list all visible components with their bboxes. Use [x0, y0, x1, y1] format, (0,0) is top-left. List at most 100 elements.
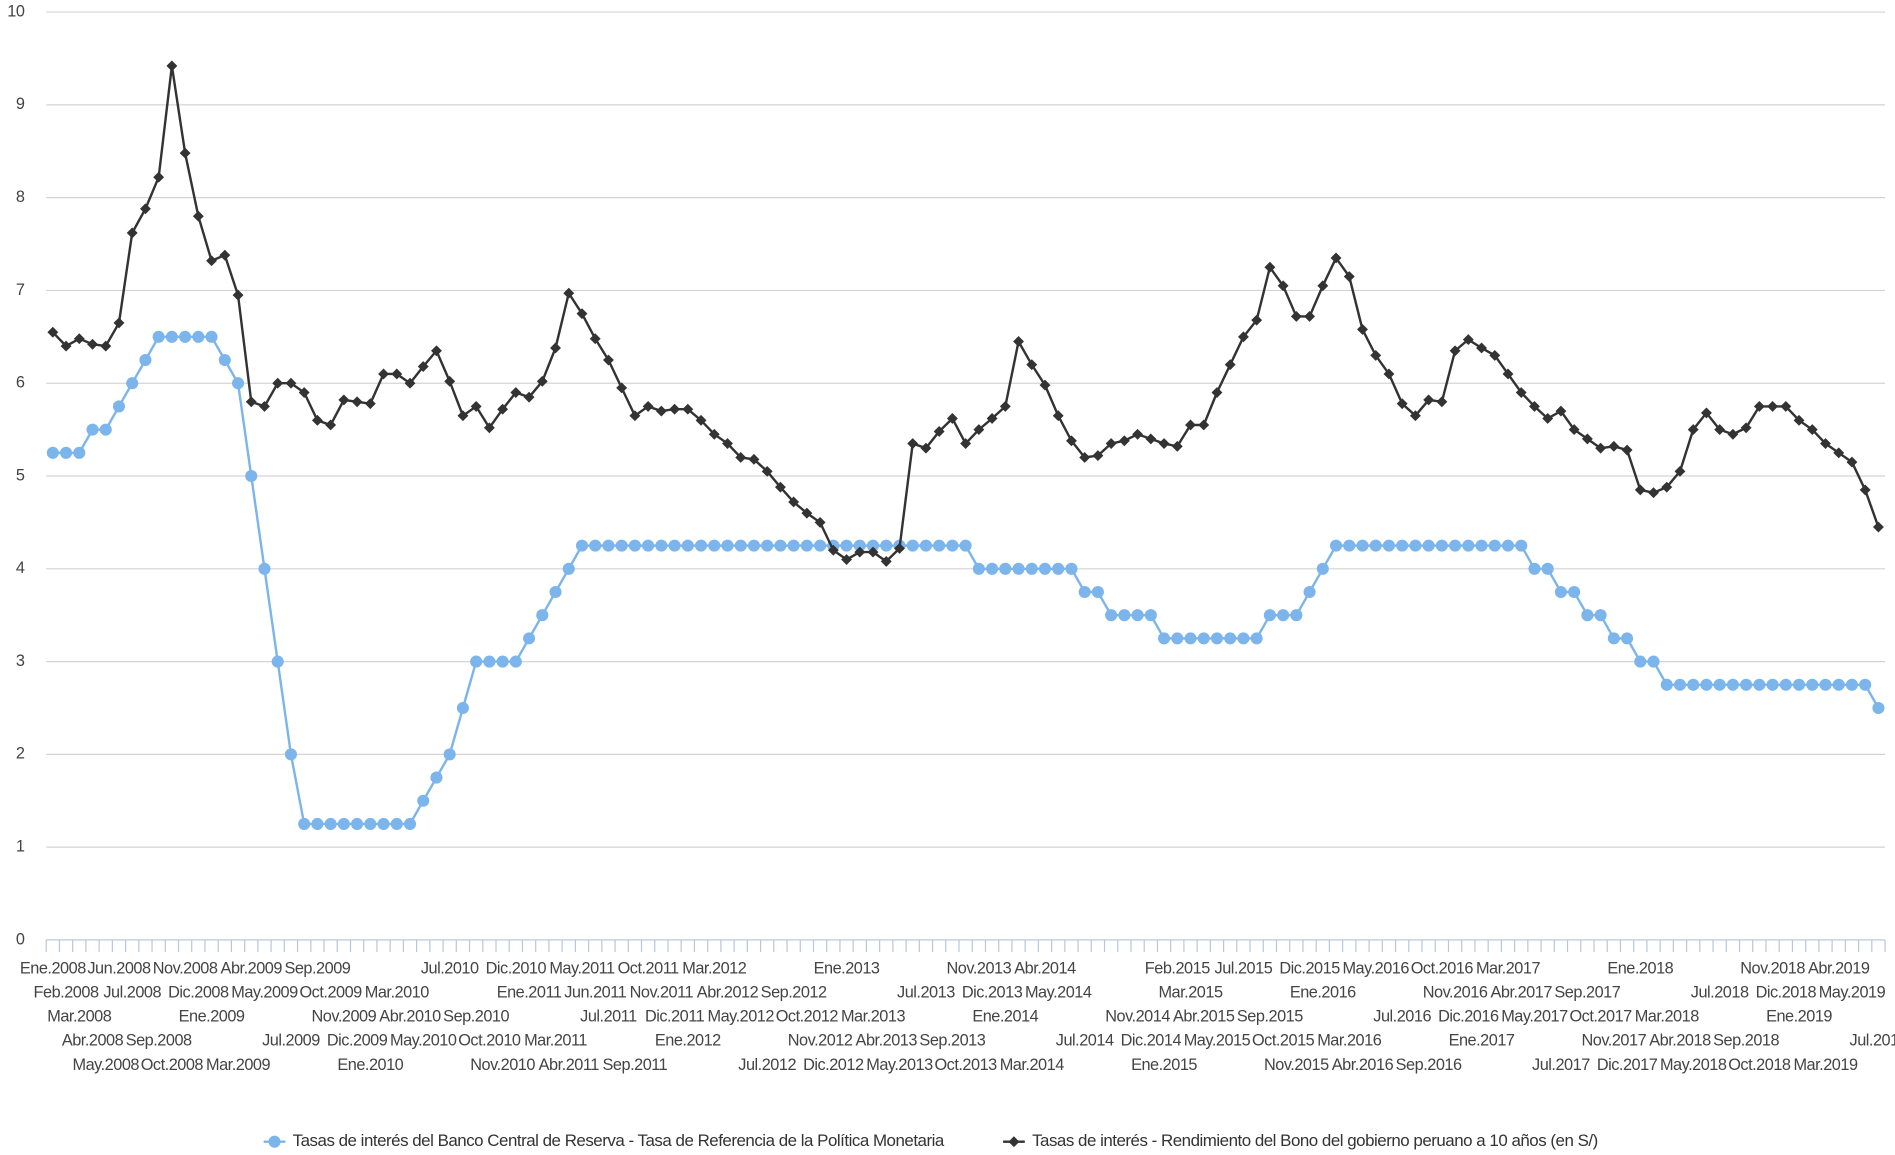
- data-point: [1634, 484, 1646, 496]
- x-tick-label: Ene.2014: [972, 1008, 1038, 1026]
- x-tick-label: May.2012: [707, 1008, 774, 1026]
- data-point: [60, 340, 72, 352]
- x-tick-label: Abr.2008: [62, 1032, 124, 1050]
- data-point: [219, 249, 231, 261]
- data-point: [1092, 450, 1104, 462]
- data-point: [456, 701, 469, 715]
- data-point: [550, 342, 561, 354]
- data-point: [1091, 585, 1104, 599]
- data-point: [443, 748, 456, 761]
- data-point: [1065, 562, 1078, 575]
- data-point: [853, 539, 866, 552]
- data-point: [1105, 438, 1117, 449]
- x-tick-label: Nov.2009: [312, 1008, 377, 1026]
- data-point: [1859, 484, 1871, 496]
- data-point: [1039, 379, 1051, 391]
- data-point: [1263, 609, 1276, 622]
- data-point: [1488, 539, 1501, 552]
- x-tick-label: Jul.2012: [738, 1056, 796, 1074]
- x-tick-label: Jul.2009: [262, 1032, 320, 1050]
- x-tick-label: Dic.2018: [1756, 983, 1817, 1001]
- x-tick-label: Dic.2016: [1438, 1008, 1499, 1026]
- data-point: [1449, 345, 1461, 357]
- data-point: [1687, 424, 1699, 436]
- data-point: [1304, 310, 1316, 322]
- data-point: [602, 539, 615, 552]
- x-tick-label: Abr.2014: [1014, 959, 1076, 977]
- x-tick-label: Mar.2014: [1000, 1056, 1065, 1074]
- x-tick-label: Mar.2011: [524, 1032, 587, 1050]
- data-point: [205, 330, 218, 343]
- data-point: [483, 655, 496, 668]
- data-point: [972, 562, 985, 575]
- x-tick-label: May.2008: [72, 1056, 139, 1074]
- data-point: [1105, 609, 1118, 622]
- data-point: [1224, 359, 1236, 371]
- data-point: [1793, 678, 1806, 691]
- data-point: [1370, 349, 1382, 361]
- data-point: [655, 539, 668, 552]
- x-tick-label: Ene.2009: [179, 1008, 245, 1026]
- x-tick-label: May.2018: [1660, 1056, 1727, 1074]
- data-point: [364, 817, 377, 831]
- x-tick-label: May.2010: [390, 1032, 457, 1050]
- data-point: [761, 539, 774, 552]
- data-point: [1316, 562, 1329, 575]
- x-tick-label: Dic.2010: [486, 959, 547, 977]
- data-point: [761, 465, 773, 477]
- data-point: [1581, 433, 1593, 445]
- data-point: [1224, 632, 1237, 645]
- data-point: [695, 539, 708, 552]
- data-point: [1608, 440, 1620, 452]
- x-tick-label: Oct.2010: [458, 1032, 521, 1050]
- data-point: [1026, 359, 1038, 371]
- x-tick-label: Sep.2016: [1396, 1056, 1462, 1074]
- data-point: [497, 403, 509, 415]
- data-point: [285, 377, 297, 389]
- x-tick-label: Dic.2008: [168, 983, 229, 1001]
- data-point: [1780, 400, 1792, 412]
- data-point: [112, 400, 126, 413]
- x-tick-label: Oct.2015: [1252, 1032, 1315, 1050]
- y-tick-label: 2: [16, 745, 25, 763]
- x-tick-label: Oct.2008: [141, 1056, 204, 1074]
- legend-label: Tasas de interés del Banco Central de Re…: [293, 1131, 945, 1150]
- data-point: [721, 539, 734, 552]
- data-point: [840, 539, 853, 552]
- data-point: [1674, 465, 1686, 477]
- data-point: [1171, 440, 1183, 452]
- data-point: [1542, 413, 1554, 424]
- data-point: [324, 817, 337, 831]
- data-point: [562, 562, 575, 575]
- data-point: [1475, 539, 1488, 552]
- data-point: [1118, 435, 1130, 447]
- x-tick-label: Nov.2017: [1581, 1032, 1646, 1050]
- x-tick-label: May.2011: [549, 959, 615, 977]
- data-point: [391, 368, 403, 380]
- data-point: [999, 400, 1011, 412]
- data-point: [576, 308, 588, 320]
- data-point: [259, 400, 270, 412]
- data-point: [1052, 410, 1064, 422]
- data-point: [311, 414, 323, 426]
- data-point: [1078, 585, 1091, 599]
- data-point: [232, 289, 244, 301]
- x-tick-label: Jul.2016: [1373, 1008, 1431, 1026]
- data-point: [126, 227, 138, 239]
- x-tick-label: Sep.2018: [1713, 1032, 1779, 1050]
- x-tick-label: Nov.2012: [788, 1032, 853, 1050]
- data-point: [390, 817, 403, 831]
- data-point: [1185, 419, 1196, 431]
- data-point: [734, 539, 747, 552]
- data-point: [880, 539, 893, 552]
- data-point: [1806, 424, 1818, 436]
- x-tick-label: Jul.2010: [421, 959, 479, 977]
- data-point: [1819, 678, 1832, 691]
- data-point: [628, 539, 641, 552]
- data-point: [218, 353, 231, 367]
- x-tick-label: Feb.2008: [34, 983, 99, 1001]
- data-point: [615, 539, 628, 552]
- data-point: [946, 413, 958, 424]
- series-line: [52, 335, 1880, 826]
